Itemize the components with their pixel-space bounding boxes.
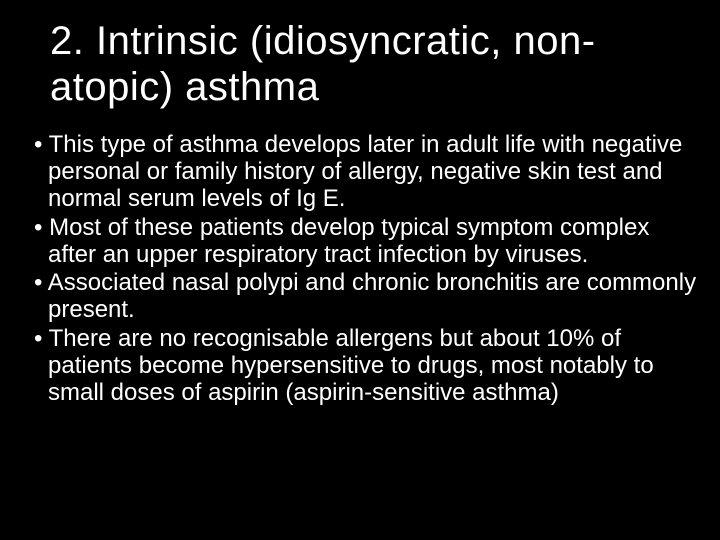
slide-container: 2. Intrinsic (idiosyncratic, non-atopic)… (0, 0, 720, 540)
bullet-item: There are no recognisable allergens but … (20, 326, 700, 407)
slide-title: 2. Intrinsic (idiosyncratic, non-atopic)… (50, 18, 700, 110)
bullet-list: This type of asthma develops later in ad… (20, 132, 700, 407)
bullet-item: Most of these patients develop typical s… (20, 215, 700, 269)
bullet-item: This type of asthma develops later in ad… (20, 132, 700, 213)
bullet-item: Associated nasal polypi and chronic bron… (20, 270, 700, 324)
